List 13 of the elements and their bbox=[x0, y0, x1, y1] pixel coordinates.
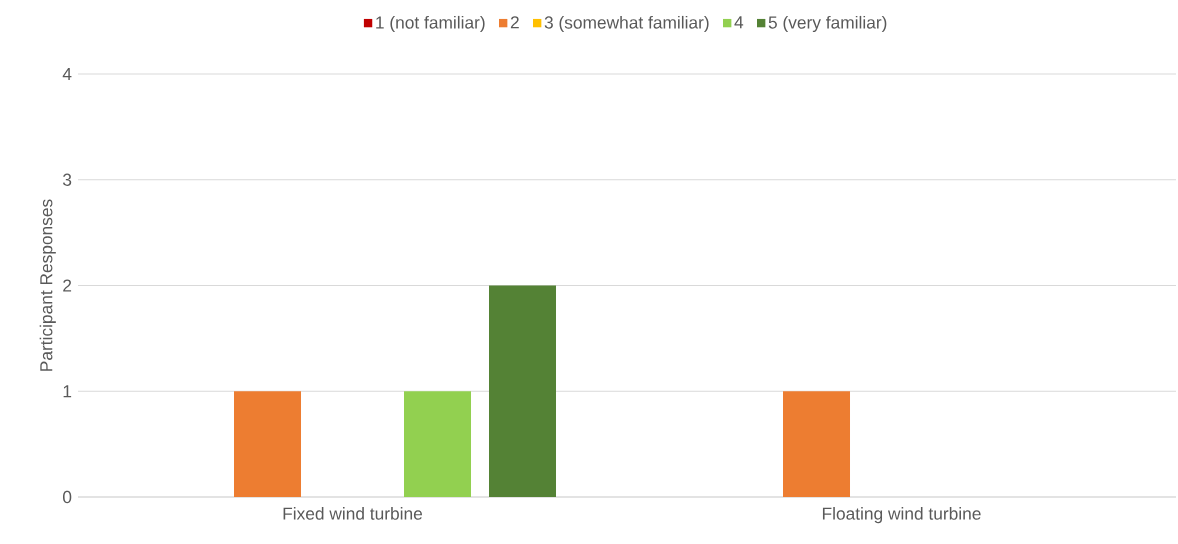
y-tick-label: 0 bbox=[62, 490, 72, 504]
y-tick-label: 1 bbox=[63, 385, 72, 398]
legend-label: 2 bbox=[510, 16, 519, 29]
y-tick-label: 3 bbox=[62, 173, 72, 186]
legend-label: 1 (not familiar) bbox=[376, 15, 485, 33]
y-axis-title: Participant Responses bbox=[39, 199, 56, 371]
y-tick-label: 4 bbox=[62, 68, 72, 80]
x-tick-label: Floating wind turbine bbox=[822, 507, 981, 524]
legend-label: 3 (somewhat familiar) bbox=[544, 15, 709, 33]
y-tick-label: 2 bbox=[63, 279, 72, 292]
legend-label: 5 (very familiar) bbox=[768, 15, 887, 33]
x-tick-label: Fixed wind turbine bbox=[283, 507, 423, 520]
legend-label: 4 bbox=[734, 16, 744, 29]
